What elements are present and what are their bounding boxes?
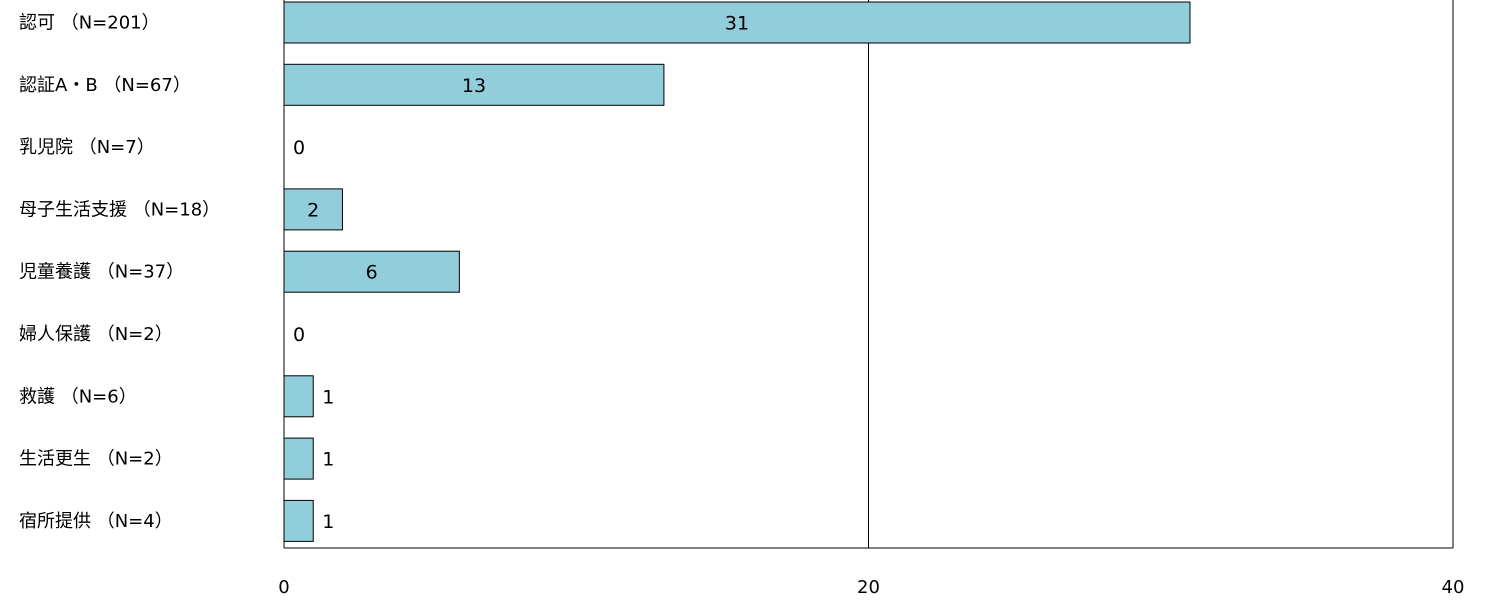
x-tick-label-20: 20	[857, 577, 880, 598]
bar-7	[283, 437, 314, 480]
bar-1	[283, 63, 665, 106]
bar-8	[283, 499, 314, 542]
category-label-0: 認可 （N=201）	[19, 13, 160, 34]
value-label-1: 13	[462, 75, 486, 97]
value-label-8: 1	[322, 511, 334, 533]
axes	[283, 0, 1453, 549]
value-label-3: 2	[307, 199, 319, 221]
category-label-1: 認証A・B （N=67）	[19, 75, 191, 96]
bar-6	[283, 375, 314, 418]
x-tick-label-40: 40	[1442, 577, 1465, 598]
value-label-7: 1	[322, 449, 334, 471]
x-tick-label-0: 0	[278, 577, 289, 598]
category-label-5: 婦人保護 （N=2）	[19, 324, 173, 345]
gridlines	[868, 0, 1454, 548]
value-label-2: 0	[293, 137, 305, 159]
value-label-6: 1	[322, 386, 334, 408]
value-label-5: 0	[293, 324, 305, 346]
category-label-6: 救護 （N=6）	[19, 386, 137, 407]
bars	[283, 1, 1191, 542]
value-label-4: 6	[366, 262, 378, 284]
category-label-7: 生活更生 （N=2）	[19, 449, 173, 470]
category-label-2: 乳児院 （N=7）	[19, 137, 155, 158]
value-label-0: 31	[725, 13, 749, 35]
category-label-8: 宿所提供 （N=4）	[19, 511, 173, 532]
category-label-4: 児童養護 （N=37）	[19, 262, 184, 283]
category-label-3: 母子生活支援 （N=18）	[19, 199, 220, 220]
